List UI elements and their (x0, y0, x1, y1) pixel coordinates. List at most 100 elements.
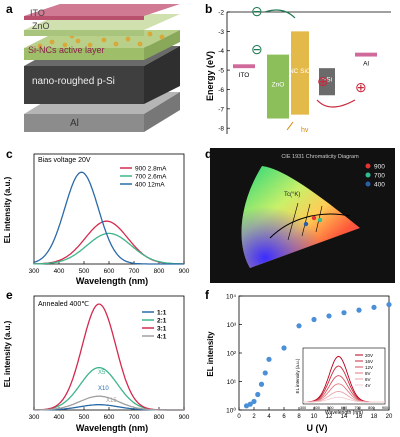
e-legend-label: 4:1 (157, 334, 167, 341)
spectrum-line (34, 395, 184, 411)
f-data-point (371, 304, 377, 310)
multiplier-x15: X15 (106, 398, 117, 404)
cie-point-700 (317, 217, 323, 223)
electron-arrow (264, 9, 296, 19)
f-data-point (262, 370, 268, 376)
cie-chromaticity-diagram: CIE 1931 Chromaticity Diagram Tc(°K) 900… (210, 148, 395, 283)
energy-axis-title: Energy (eV) (205, 51, 215, 101)
inset-x-tick-label: 400 (313, 406, 319, 410)
e-x-ticks: 300 400 500 600 700 800 900 (29, 407, 190, 421)
f-x-tick-label: 20 (386, 414, 393, 420)
band-block (291, 31, 309, 115)
inset-legend-label: 20V (365, 353, 373, 358)
el-vs-voltage-chart: EL intensity U (V) 0 2 4 6 8 10 12 14 16 18 20 10⁰ 1… (206, 294, 393, 434)
f-data-point (296, 323, 302, 329)
el-spectra-chart-e: EL intensity (a.u.) Wavelength (nm) Anne… (3, 295, 190, 433)
f-points (243, 301, 392, 409)
e-legend-label: 1:1 (157, 310, 167, 317)
x-tick-label: 800 (154, 414, 165, 421)
x-tick-label: 400 (54, 268, 65, 275)
panel-c-label: c (6, 147, 13, 161)
inset-x-tick-label: 300 (300, 406, 306, 410)
f-data-point (356, 307, 362, 313)
f-y-tick-label: 10⁰ (226, 407, 236, 415)
cie-legend-marker (365, 172, 371, 178)
isotherm-2 (301, 203, 311, 237)
si-ncs-label: Si-NCs active layer (28, 45, 105, 55)
f-data-point (258, 381, 265, 387)
cie-legend-marker (365, 163, 371, 169)
emission-arrow (286, 121, 294, 131)
f-x-tick-label: 8 (297, 414, 301, 420)
inset-x-tick-label: 900 (382, 406, 388, 410)
band-block-label: Al (363, 61, 369, 68)
inset-x-tick-label: 700 (354, 406, 360, 410)
band-blocks: ITO ZnO NC SiO r-Si Al (233, 31, 377, 119)
spectrum-line (33, 171, 184, 265)
b-tick-label: -6 (218, 87, 224, 94)
energy-band-diagram: Energy (eV) -2 -3 -4 -5 -6 -7 -8 ITO ZnO NC SiO r… (205, 4, 391, 134)
e-annotation: Annealed 400℃ (38, 301, 89, 308)
inset-x-tick-label: 500 (327, 406, 333, 410)
x-tick-label: 500 (79, 414, 90, 421)
inset-x-tick-label: 800 (368, 406, 374, 410)
emission-label: hv (301, 127, 309, 134)
e-y-axis-title: EL intensity (a.u.) (3, 320, 12, 387)
f-data-point (386, 301, 392, 308)
f-x-tick-label: 6 (282, 414, 286, 420)
ito-layer (24, 4, 180, 20)
f-data-point (311, 316, 317, 323)
e-legend-label: 2:1 (157, 318, 167, 325)
b-tick-label: -8 (218, 126, 224, 133)
e-x-axis-title: Wavelength (nm) (76, 423, 148, 433)
multiplier-x5: X5 (98, 370, 106, 376)
b-tick-label: -3 (218, 29, 224, 36)
f-data-point (251, 398, 257, 405)
inset-x-tick-label: 600 (341, 406, 347, 410)
el-spectra-chart-c: EL intensity (a.u.) Wavelength (nm) Bias… (3, 153, 190, 286)
band-block (319, 68, 335, 96)
inset-spectrum-line (303, 396, 385, 403)
hole-symbol-2: ⊕ (355, 79, 367, 95)
cie-title: CIE 1931 Chromaticity Diagram (281, 154, 359, 160)
band-block (233, 64, 255, 69)
band-block (355, 52, 377, 57)
cie-legend-label: 400 (374, 182, 385, 189)
f-x-axis-title: U (V) (307, 423, 328, 433)
c-curves (33, 171, 184, 265)
x-tick-label: 800 (154, 268, 165, 275)
f-y-tick-label: 10¹ (227, 379, 237, 386)
band-block-label: NC SiO (289, 68, 311, 75)
x-tick-label: 700 (129, 414, 140, 421)
f-data-point (341, 310, 347, 316)
isotherm-1 (287, 202, 299, 241)
f-x-tick-label: 2 (252, 414, 256, 420)
e-legend-label: 3:1 (157, 326, 167, 333)
cie-legend-label: 900 (374, 164, 385, 171)
f-x-tick-label: 12 (326, 414, 333, 420)
f-x-tick-label: 4 (267, 414, 271, 420)
f-x-tick-label: 0 (237, 414, 241, 420)
inset-legend-label: 4V (365, 383, 371, 388)
c-annotation: Bias voltage 20V (38, 157, 91, 164)
inset-x-axis-title: Wavelength (nm) (325, 410, 363, 416)
spectrum-line (33, 220, 184, 265)
panel-d-label: d (205, 147, 213, 161)
f-y-tick-label: 10³ (227, 322, 237, 329)
e-legend: 1:12:13:14:1 (142, 310, 167, 341)
band-block (267, 54, 289, 119)
planckian-locus (269, 213, 351, 239)
f-data-point (281, 345, 287, 351)
hole-symbol: ⊕ (317, 73, 329, 89)
electron-symbol: ⊖ (251, 4, 263, 19)
f-data-point (326, 313, 332, 319)
p-si-label: nano-roughed p-Si (32, 76, 115, 87)
f-y-axis-title: EL intensity (206, 331, 215, 377)
x-tick-label: 300 (29, 414, 40, 421)
x-tick-label: 700 (129, 268, 140, 275)
cie-legend: 900 700 400 (365, 163, 385, 189)
spectrum-line (34, 232, 184, 265)
cie-point-900 (311, 215, 317, 221)
